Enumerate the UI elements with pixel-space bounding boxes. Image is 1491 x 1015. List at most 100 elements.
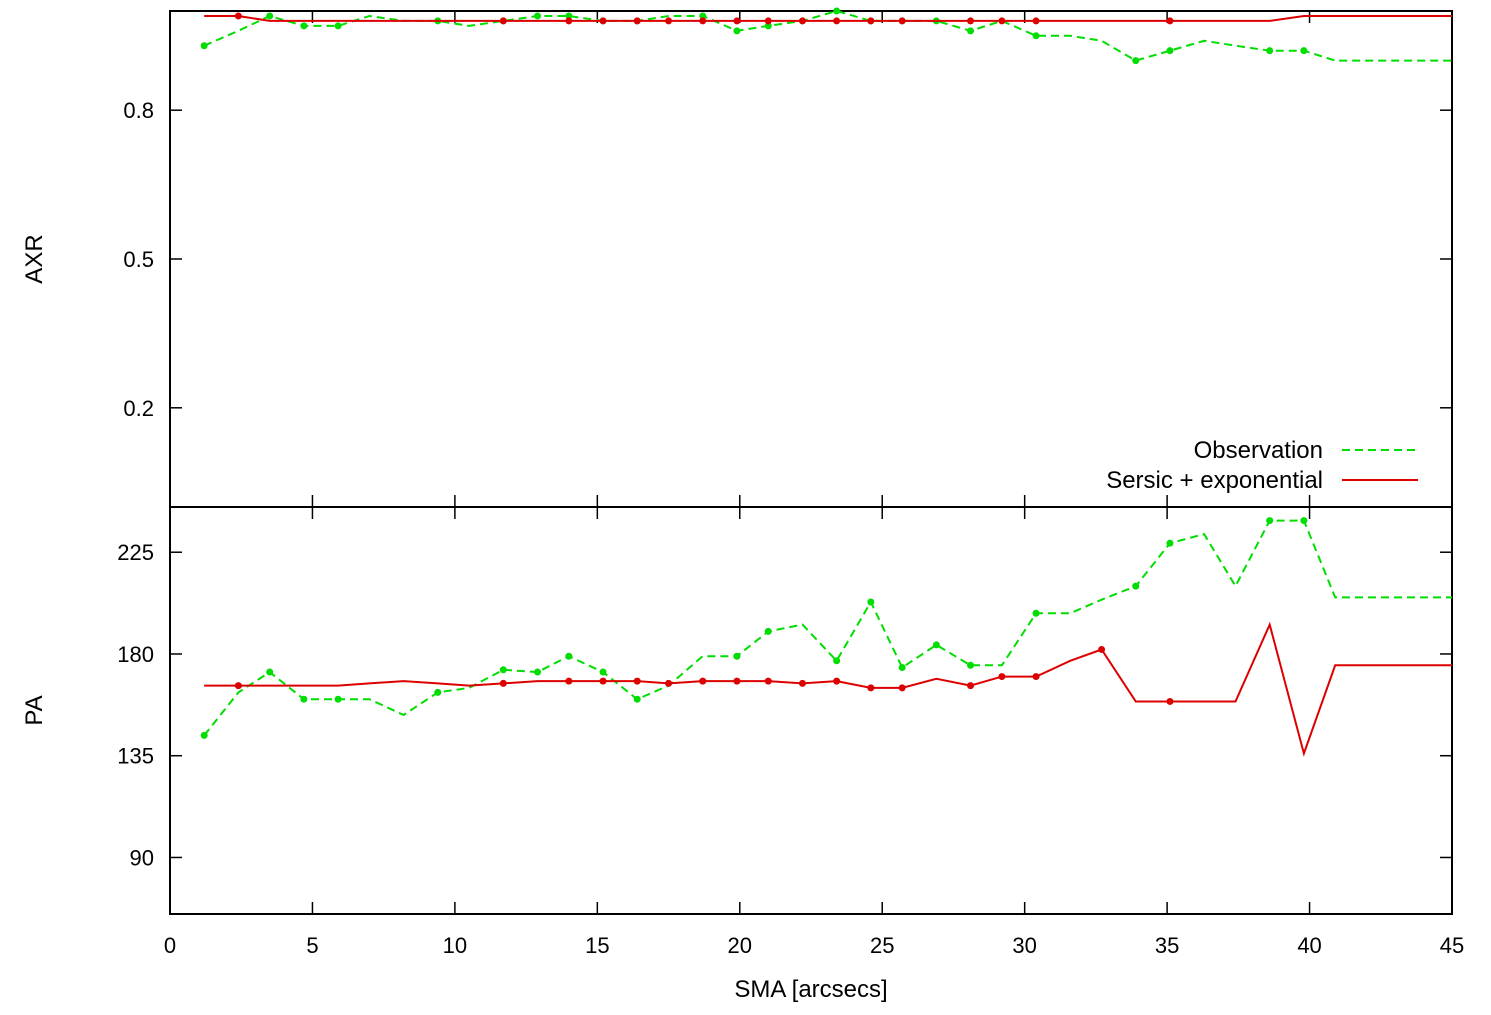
data-point — [1166, 697, 1174, 705]
data-point — [867, 684, 875, 692]
data-point — [798, 679, 806, 687]
series-line-sersic-exponential — [204, 15, 1452, 22]
data-point — [932, 641, 940, 649]
data-point — [699, 12, 707, 20]
series-line-sersic-exponential — [204, 621, 1452, 757]
data-point — [967, 17, 975, 25]
y-tick-label: 135 — [117, 744, 154, 769]
data-point — [334, 695, 342, 703]
data-point — [733, 27, 741, 35]
data-point — [266, 12, 274, 20]
data-point — [565, 12, 573, 20]
data-point — [998, 673, 1006, 681]
data-point — [1132, 57, 1140, 65]
x-tick-label: 40 — [1297, 933, 1321, 958]
data-point — [565, 652, 573, 660]
data-point — [898, 684, 906, 692]
x-tick-label: 30 — [1012, 933, 1036, 958]
data-point — [1098, 645, 1106, 653]
legend-label: Sersic + exponential — [1106, 467, 1323, 494]
data-point — [833, 657, 841, 665]
text-layer: 0.2 0.5 0.8 AXR Observation Sersic + exponent… — [21, 98, 1464, 1003]
data-point — [1166, 17, 1174, 25]
data-point — [764, 17, 772, 25]
data-point — [867, 598, 875, 606]
data-point — [234, 12, 242, 20]
data-point — [665, 17, 673, 25]
data-point — [867, 17, 875, 25]
data-point — [1132, 582, 1140, 590]
series-line-observation — [203, 9, 1452, 62]
data-point — [1166, 47, 1174, 55]
data-point — [898, 664, 906, 672]
data-point — [534, 668, 542, 676]
y-tick-label: 180 — [117, 642, 154, 667]
data-point — [967, 682, 975, 690]
data-point — [266, 668, 274, 676]
y-tick-label: 225 — [117, 540, 154, 565]
data-point — [1300, 47, 1308, 55]
data-point — [764, 22, 772, 30]
data-point — [633, 695, 641, 703]
data-point — [764, 677, 772, 685]
data-point — [1032, 673, 1040, 681]
data-point — [499, 17, 507, 25]
data-point — [300, 695, 308, 703]
data-point — [764, 627, 772, 635]
x-axis-label: SMA [arcsecs] — [734, 976, 887, 1003]
data-point — [833, 677, 841, 685]
y-tick-label: 0.5 — [123, 247, 154, 272]
data-point — [534, 12, 542, 20]
data-point — [599, 668, 607, 676]
data-point — [599, 677, 607, 685]
x-tick-label: 5 — [306, 933, 318, 958]
y-axis-label: PA — [21, 695, 48, 725]
data-point — [633, 677, 641, 685]
data-point — [200, 42, 208, 50]
data-point — [967, 661, 975, 669]
data-point — [1032, 609, 1040, 617]
x-tick-label: 15 — [585, 933, 609, 958]
x-tick-label: 20 — [728, 933, 752, 958]
x-tick-label: 25 — [870, 933, 894, 958]
series-layer — [200, 7, 1452, 757]
data-point — [633, 17, 641, 25]
data-point — [898, 17, 906, 25]
series-line-observation — [203, 519, 1452, 737]
data-point — [699, 17, 707, 25]
data-point — [1166, 539, 1174, 547]
x-tick-label: 45 — [1440, 933, 1464, 958]
data-point — [665, 679, 673, 687]
data-point — [434, 688, 442, 696]
data-point — [798, 17, 806, 25]
data-point — [1300, 517, 1308, 525]
data-point — [833, 17, 841, 25]
data-point — [499, 679, 507, 687]
data-point — [733, 652, 741, 660]
data-point — [565, 677, 573, 685]
data-point — [334, 22, 342, 30]
y-axis-label: AXR — [21, 234, 48, 283]
data-point — [499, 666, 507, 674]
data-point — [1032, 17, 1040, 25]
data-point — [599, 17, 607, 25]
data-point — [234, 682, 242, 690]
data-point — [1266, 517, 1274, 525]
data-point — [565, 17, 573, 25]
panel-frame-2 — [169, 506, 1453, 915]
data-point — [200, 731, 208, 739]
y-tick-label: 0.2 — [123, 396, 154, 421]
data-point — [1032, 32, 1040, 40]
x-tick-label: 35 — [1155, 933, 1179, 958]
data-point — [998, 17, 1006, 25]
x-tick-label: 10 — [443, 933, 467, 958]
data-point — [833, 7, 841, 15]
data-point — [699, 677, 707, 685]
data-point — [733, 677, 741, 685]
data-point — [1266, 47, 1274, 55]
y-tick-label: 0.8 — [123, 98, 154, 123]
legend-label: Observation — [1194, 437, 1323, 464]
data-point — [300, 22, 308, 30]
panel-frame-1 — [169, 10, 1453, 508]
